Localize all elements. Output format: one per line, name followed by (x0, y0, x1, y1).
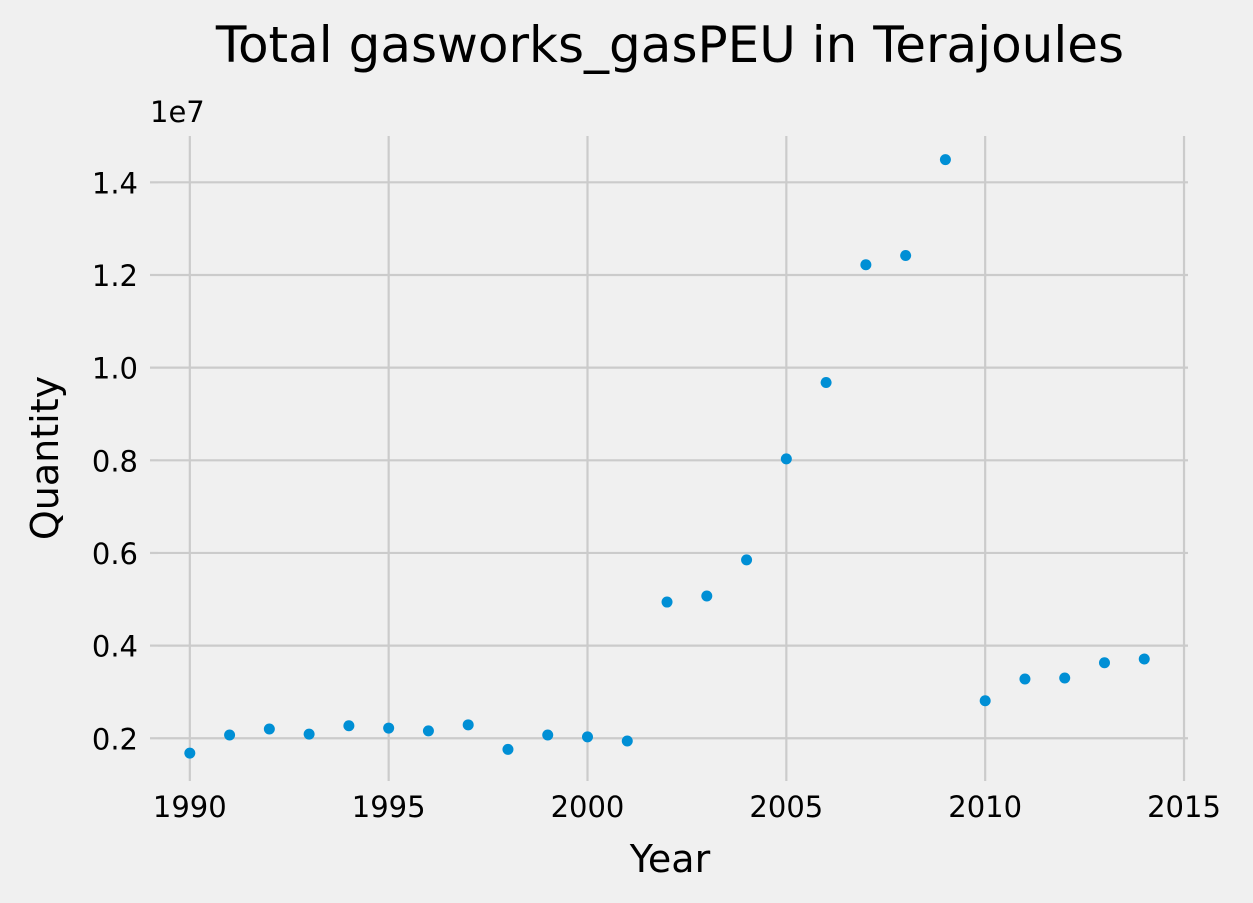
y-axis-offset-label: 1e7 (150, 95, 205, 129)
y-tick-label-0.8: 0.8 (92, 444, 138, 478)
x-axis-label: Year (629, 837, 711, 881)
data-point-2004 (741, 554, 753, 566)
data-point-2009 (939, 154, 951, 166)
data-point-1996 (422, 725, 434, 737)
grid (150, 136, 1188, 781)
data-point-2002 (661, 596, 673, 608)
data-point-1993 (303, 728, 315, 740)
data-point-2011 (1019, 673, 1031, 685)
data-point-2013 (1098, 657, 1110, 669)
data-point-2006 (820, 376, 832, 388)
data-point-2003 (701, 590, 713, 602)
y-tick-label-0.2: 0.2 (92, 722, 138, 756)
data-point-1999 (542, 729, 554, 741)
data-point-1997 (462, 719, 474, 731)
data-point-2014 (1138, 653, 1150, 665)
x-tick-label-2015: 2015 (1147, 790, 1221, 824)
data-point-2008 (900, 250, 912, 262)
data-point-1998 (502, 743, 514, 755)
y-tick-label-1.2: 1.2 (92, 259, 138, 293)
y-tick-label-0.6: 0.6 (92, 537, 138, 571)
y-tick-label-1.0: 1.0 (92, 352, 138, 386)
data-point-1994 (343, 720, 355, 732)
x-tick-label-1990: 1990 (153, 790, 227, 824)
data-point-2000 (581, 731, 593, 743)
tick-labels: 1990 1995 2000 2005 2010 2015 0.2 0.4 0.6 0.8 1.0 1… (92, 166, 1221, 824)
data-point-1992 (263, 723, 275, 735)
data-point-2007 (860, 259, 872, 271)
y-tick-label-0.4: 0.4 (92, 630, 138, 664)
x-tick-label-2010: 2010 (948, 790, 1022, 824)
y-axis-label: Quantity (23, 376, 67, 540)
y-tick-label-1.4: 1.4 (92, 166, 138, 200)
data-point-2012 (1059, 672, 1071, 684)
x-tick-label-1995: 1995 (352, 790, 426, 824)
data-point-1995 (383, 722, 395, 734)
x-tick-label-2005: 2005 (749, 790, 823, 824)
data-point-1990 (184, 747, 196, 759)
data-point-2005 (780, 453, 792, 465)
x-tick-label-2000: 2000 (551, 790, 625, 824)
data-points (184, 154, 1150, 759)
chart-title: Total gasworks_gasPEU in Terajoules (215, 16, 1124, 74)
data-point-2001 (621, 735, 633, 747)
data-point-2010 (979, 695, 991, 707)
data-point-1991 (224, 729, 236, 741)
